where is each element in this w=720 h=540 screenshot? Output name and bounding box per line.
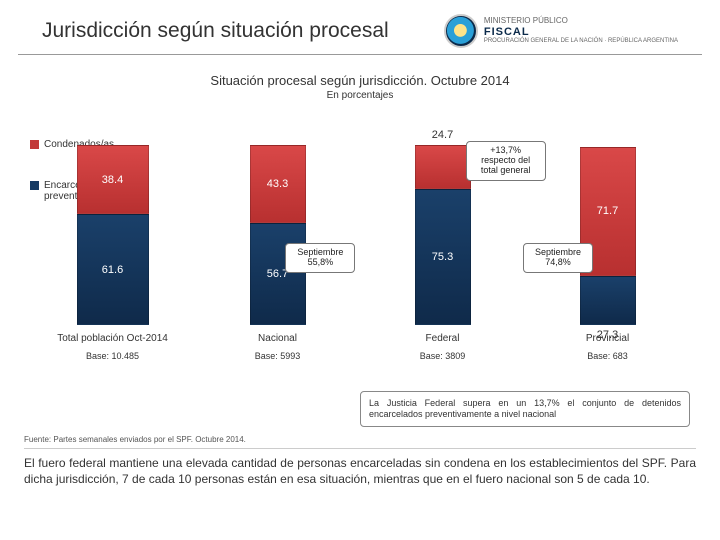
callout-sept-nacional: Septiembre 55,8%	[285, 243, 355, 273]
chart-title: Situación procesal según jurisdicción. O…	[0, 73, 720, 88]
chart-area: Condenados/as Encarcelados/as preventiva…	[30, 115, 690, 385]
chart-subtitle: En porcentajes	[0, 90, 720, 101]
header: Jurisdicción según situación procesal MI…	[18, 0, 702, 55]
logo-line2: FISCAL	[484, 26, 678, 38]
base-label: Base: 3809	[360, 351, 525, 361]
body-paragraph: El fuero federal mantiene una elevada ca…	[24, 455, 696, 487]
category-label: Provincial	[525, 333, 690, 344]
bar-value-above: 24.7	[432, 129, 453, 141]
bars-container: 38.461.643.356.724.775.371.727.3	[30, 115, 690, 325]
base-label: Base: 683	[525, 351, 690, 361]
bar-segment-encarcelados: 56.7	[250, 223, 306, 325]
category-labels: Total población Oct-2014NacionalFederalP…	[30, 333, 690, 344]
bar-slot: 71.727.3	[525, 145, 690, 325]
bar-segment-condenados: 38.4	[77, 145, 149, 214]
bar: 71.727.3	[580, 145, 636, 325]
callout-fed-note: +13,7% respecto del total general	[466, 141, 546, 181]
source-line: Fuente: Partes semanales enviados por el…	[24, 435, 696, 449]
logo-line1: MINISTERIO PÚBLICO	[484, 17, 678, 26]
bar-slot: 43.356.7	[195, 145, 360, 325]
logo: MINISTERIO PÚBLICO FISCAL PROCURACIÓN GE…	[444, 14, 678, 48]
bar-segment-condenados: 43.3	[250, 145, 306, 223]
logo-line3: PROCURACIÓN GENERAL DE LA NACIÓN · REPÚB…	[484, 38, 678, 45]
callout-sept-provincial: Septiembre 74,8%	[523, 243, 593, 273]
note-box: La Justicia Federal supera en un 13,7% e…	[360, 391, 690, 427]
base-label: Base: 5993	[195, 351, 360, 361]
page-title: Jurisdicción según situación procesal	[42, 19, 389, 43]
category-label: Federal	[360, 333, 525, 344]
bar: 24.775.3	[415, 145, 471, 325]
bar-segment-encarcelados	[580, 276, 636, 325]
bar: 43.356.7	[250, 145, 306, 325]
category-label: Nacional	[195, 333, 360, 344]
base-row: Base: 10.485Base: 5993Base: 3809Base: 68…	[30, 351, 690, 361]
logo-text: MINISTERIO PÚBLICO FISCAL PROCURACIÓN GE…	[484, 17, 678, 44]
bar-segment-encarcelados: 75.3	[415, 189, 471, 325]
category-label: Total población Oct-2014	[30, 333, 195, 344]
logo-icon	[444, 14, 478, 48]
bar-segment-encarcelados: 61.6	[77, 214, 149, 325]
bar-slot: 38.461.6	[30, 145, 195, 325]
base-label: Base: 10.485	[30, 351, 195, 361]
bar: 38.461.6	[77, 145, 149, 325]
bar-segment-condenados	[415, 145, 471, 189]
